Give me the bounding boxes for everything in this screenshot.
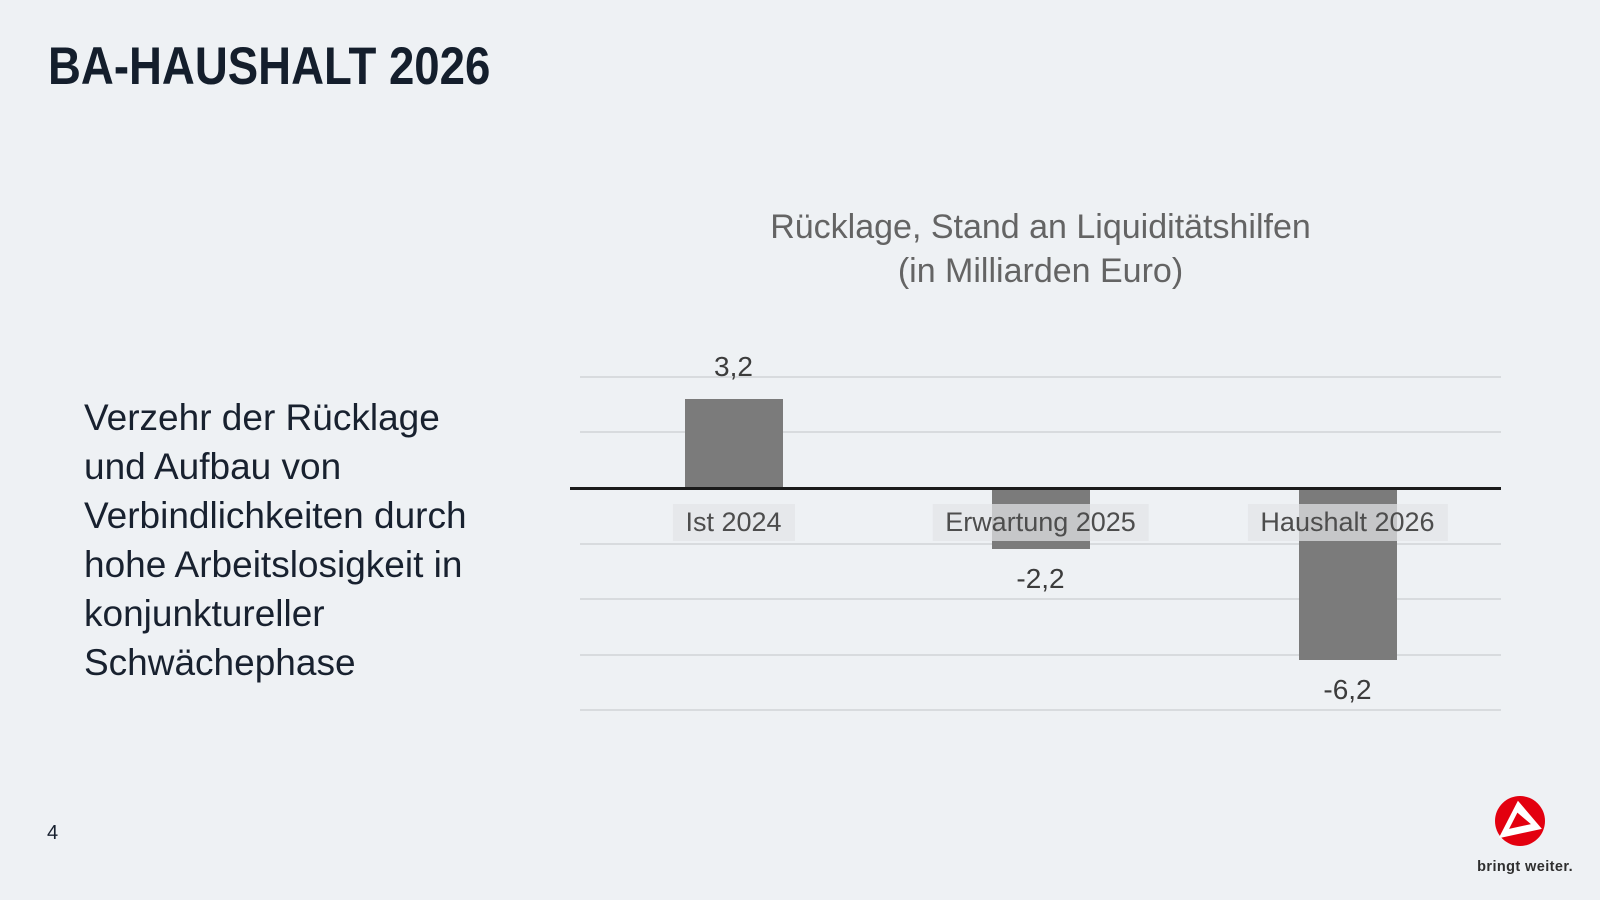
slide-title: BA-HAUSHALT 2026 bbox=[48, 37, 491, 96]
value-label-ist-2024: 3,2 bbox=[714, 351, 753, 383]
gridline-2 bbox=[580, 431, 1501, 434]
chart-title-line1: Rücklage, Stand an Liquiditätshilfen bbox=[770, 208, 1311, 246]
key-message-line: Verbindlichkeiten durch bbox=[84, 495, 467, 536]
chart-title-line2: (in Milliarden Euro) bbox=[897, 252, 1184, 290]
gridline--6 bbox=[580, 653, 1501, 656]
gridline-4 bbox=[580, 375, 1501, 378]
gridline--4 bbox=[580, 598, 1501, 601]
key-message-line: hohe Arbeitslosigkeit in bbox=[84, 544, 463, 585]
category-label-ist-2024: Ist 2024 bbox=[672, 504, 795, 541]
gridline--8 bbox=[580, 709, 1501, 712]
key-message-line: konjunktureller bbox=[84, 593, 325, 634]
zero-axis bbox=[570, 486, 1501, 490]
logo-tagline: bringt weiter. bbox=[1477, 859, 1573, 875]
value-label-haushalt-2026: -6,2 bbox=[1323, 674, 1372, 706]
key-message-text: Verzehr der Rücklage und Aufbau von Verbin… bbox=[84, 393, 544, 687]
page-number: 4 bbox=[47, 822, 59, 844]
bundesagentur-fuer-arbeit-logo-icon bbox=[1495, 796, 1545, 846]
bar-chart: 3,2 -2,2 -6,2 Ist 2024 Erwartung 2025 Haushal… bbox=[570, 330, 1501, 750]
category-label-erwartung-2025: Erwartung 2025 bbox=[932, 504, 1149, 541]
bar-ist-2024 bbox=[684, 399, 783, 488]
value-label-erwartung-2025: -2,2 bbox=[1016, 563, 1065, 595]
key-message-line: Schwächephase bbox=[84, 642, 356, 683]
chart-title: Rücklage, Stand an Liquiditätshilfen (in… bbox=[580, 205, 1501, 293]
category-label-haushalt-2026: Haushalt 2026 bbox=[1247, 504, 1448, 541]
key-message-line: und Aufbau von bbox=[84, 446, 342, 487]
key-message-line: Verzehr der Rücklage bbox=[84, 397, 440, 438]
